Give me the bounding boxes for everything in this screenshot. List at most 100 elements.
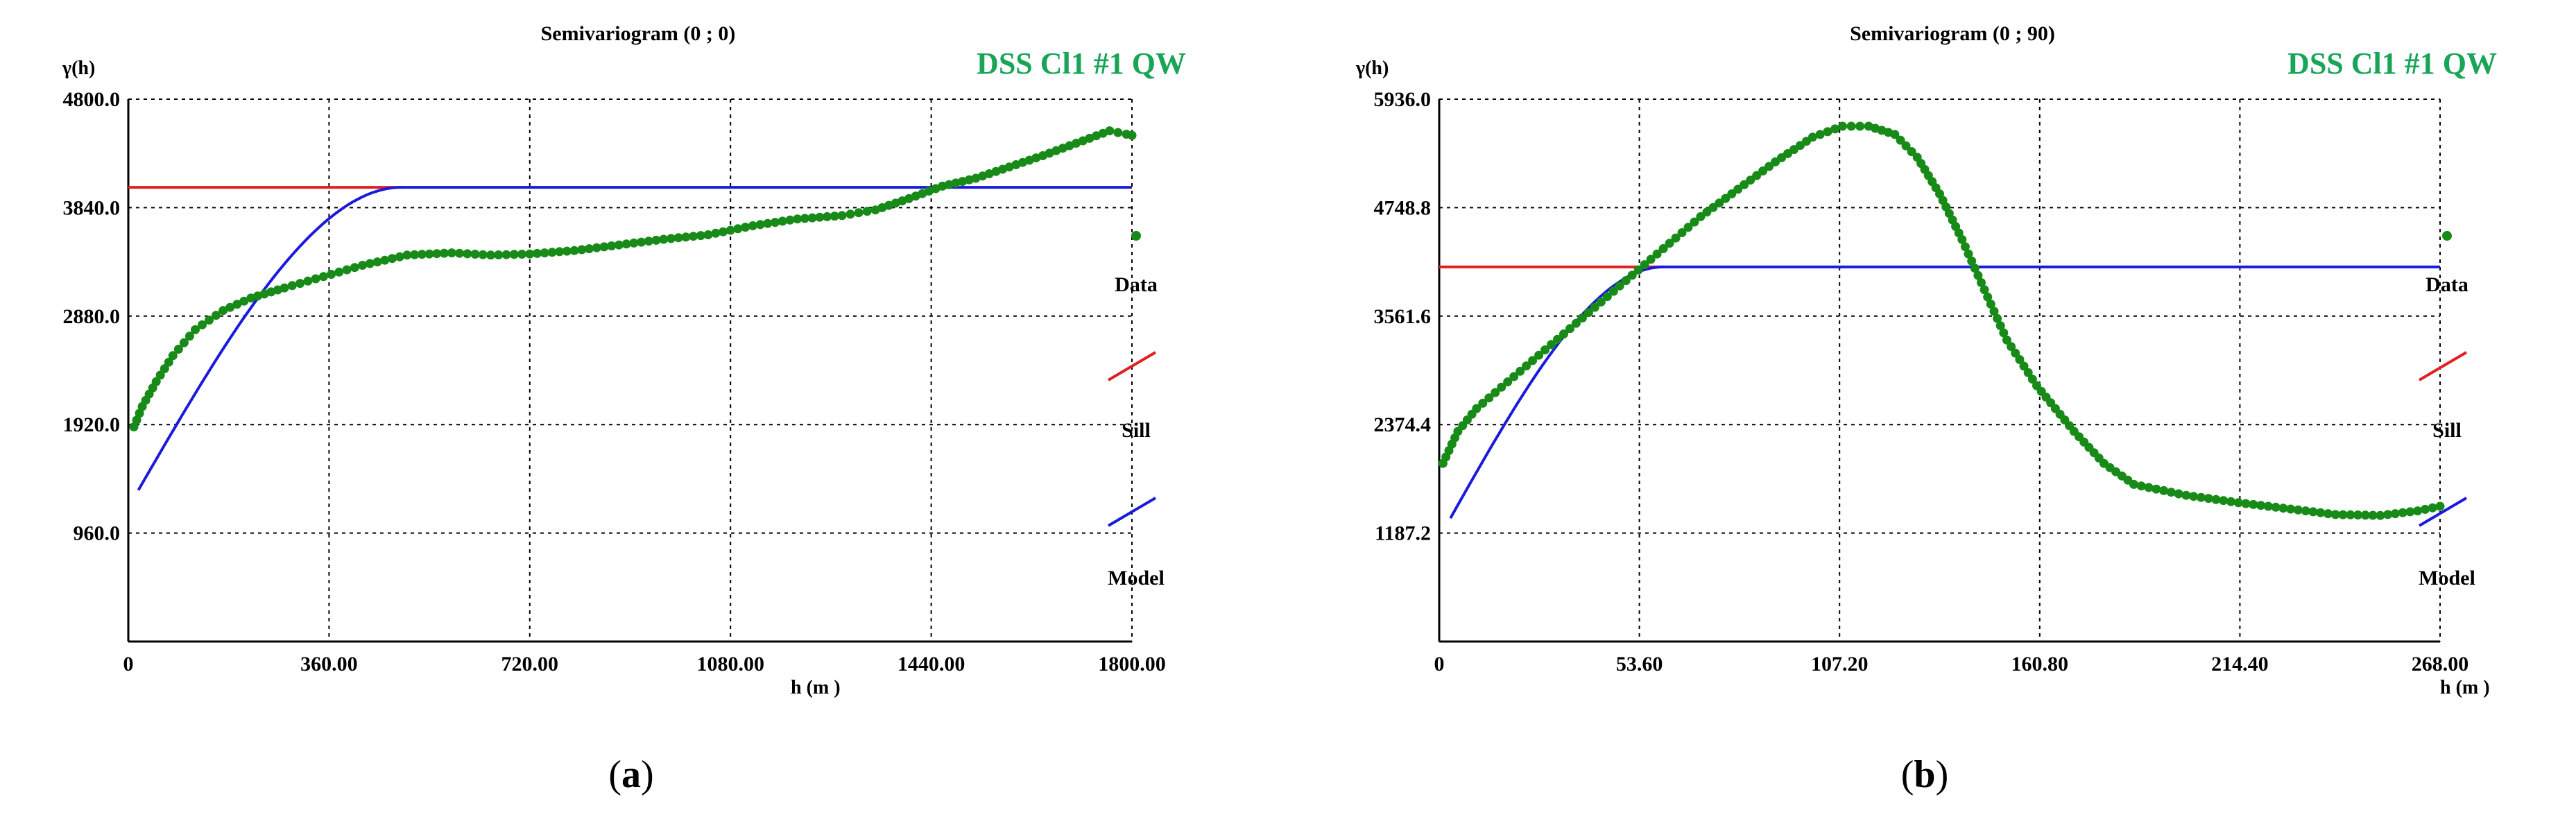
data-point bbox=[129, 422, 139, 431]
data-point bbox=[748, 221, 757, 230]
data-point bbox=[1721, 194, 1731, 203]
data-point bbox=[2330, 510, 2340, 519]
data-point bbox=[1715, 198, 1724, 208]
legend-sill-marker bbox=[1107, 351, 1157, 381]
data-point bbox=[585, 244, 594, 254]
data-point bbox=[1596, 297, 1606, 307]
data-point bbox=[311, 274, 320, 284]
data-point bbox=[2002, 335, 2011, 345]
y-tick-label: 960.0 bbox=[74, 522, 121, 545]
data-point bbox=[1509, 372, 1519, 381]
data-point bbox=[463, 249, 472, 259]
x-tick-label: 268.00 bbox=[2412, 653, 2469, 676]
legend-data-label: Data bbox=[1115, 273, 1158, 296]
data-point bbox=[2390, 509, 2400, 519]
data-point bbox=[1973, 270, 1983, 280]
data-point bbox=[1901, 141, 1911, 150]
data-point bbox=[823, 212, 832, 221]
data-point bbox=[501, 250, 511, 259]
data-point bbox=[1559, 329, 1568, 338]
legend-model-marker bbox=[2418, 497, 2468, 527]
data-point bbox=[659, 234, 669, 244]
data-point bbox=[160, 364, 169, 374]
data-point bbox=[478, 250, 488, 259]
data-point bbox=[184, 332, 194, 341]
data-point bbox=[402, 250, 412, 260]
data-point bbox=[342, 265, 352, 275]
data-point bbox=[673, 233, 683, 243]
chart-brand-label: DSS Cl1 #1 QW bbox=[2287, 46, 2497, 80]
data-point bbox=[388, 254, 397, 264]
data-point bbox=[621, 239, 631, 249]
data-point bbox=[232, 300, 242, 309]
data-point bbox=[1553, 334, 1562, 344]
data-point bbox=[1702, 207, 1712, 217]
data-point bbox=[2324, 509, 2333, 519]
data-point bbox=[2271, 502, 2281, 512]
data-point bbox=[607, 241, 617, 250]
data-point bbox=[547, 248, 557, 257]
data-point bbox=[1890, 130, 1900, 139]
data-point bbox=[2346, 510, 2355, 519]
y-tick-label: 2880.0 bbox=[63, 305, 121, 328]
data-point bbox=[807, 213, 817, 223]
data-point bbox=[164, 357, 173, 367]
y-axis-label: γ(h) bbox=[62, 58, 95, 79]
data-point bbox=[1983, 292, 1993, 302]
data-point bbox=[2144, 483, 2154, 492]
data-point bbox=[2249, 499, 2258, 509]
data-point bbox=[1105, 126, 1115, 136]
data-point bbox=[1727, 189, 1737, 198]
data-point bbox=[696, 231, 705, 241]
data-point bbox=[1652, 249, 1662, 259]
data-point bbox=[1986, 300, 1995, 309]
x-tick-label: 160.80 bbox=[2011, 653, 2069, 676]
data-point bbox=[771, 218, 780, 227]
data-point bbox=[2027, 375, 2037, 384]
data-point bbox=[599, 242, 609, 252]
data-point bbox=[719, 227, 728, 237]
data-point bbox=[569, 246, 579, 255]
data-point bbox=[2007, 342, 2016, 352]
data-point bbox=[1484, 393, 1494, 403]
legend-data-marker bbox=[1131, 231, 1141, 241]
data-point bbox=[1808, 132, 1817, 142]
data-point bbox=[778, 216, 787, 226]
data-point bbox=[205, 316, 214, 325]
data-point bbox=[410, 250, 420, 259]
legend-sill-label: Sill bbox=[1122, 419, 1151, 442]
data-point bbox=[1838, 121, 1847, 131]
data-point bbox=[1646, 255, 1656, 264]
data-point bbox=[763, 218, 773, 228]
data-point bbox=[2023, 368, 2033, 377]
data-point bbox=[1577, 313, 1587, 322]
x-tick-label: 1800.00 bbox=[1098, 653, 1166, 676]
data-point bbox=[533, 248, 542, 258]
data-point bbox=[785, 215, 795, 225]
data-point bbox=[2263, 501, 2273, 511]
data-point bbox=[1478, 398, 1488, 408]
x-tick-label: 720.00 bbox=[501, 653, 559, 676]
data-point bbox=[525, 249, 535, 259]
data-point bbox=[2293, 505, 2303, 515]
data-point bbox=[517, 250, 526, 259]
legend-model-label: Model bbox=[1108, 567, 1165, 590]
data-point bbox=[173, 345, 183, 354]
model-curve bbox=[137, 186, 1132, 491]
data-point bbox=[755, 220, 765, 230]
data-point bbox=[350, 263, 359, 273]
legend-sill-label: Sill bbox=[2432, 419, 2462, 442]
data-point bbox=[440, 248, 449, 258]
data-point bbox=[2181, 490, 2191, 500]
data-point bbox=[280, 283, 289, 293]
data-point bbox=[681, 232, 691, 242]
data-point bbox=[2421, 504, 2430, 514]
data-point bbox=[1964, 249, 1973, 259]
data-point bbox=[1999, 328, 2009, 338]
data-point bbox=[1547, 340, 1556, 350]
data-point bbox=[327, 270, 336, 279]
data-point bbox=[944, 180, 954, 189]
data-point bbox=[2129, 479, 2138, 489]
data-point bbox=[689, 232, 698, 241]
data-point bbox=[1977, 278, 1986, 287]
